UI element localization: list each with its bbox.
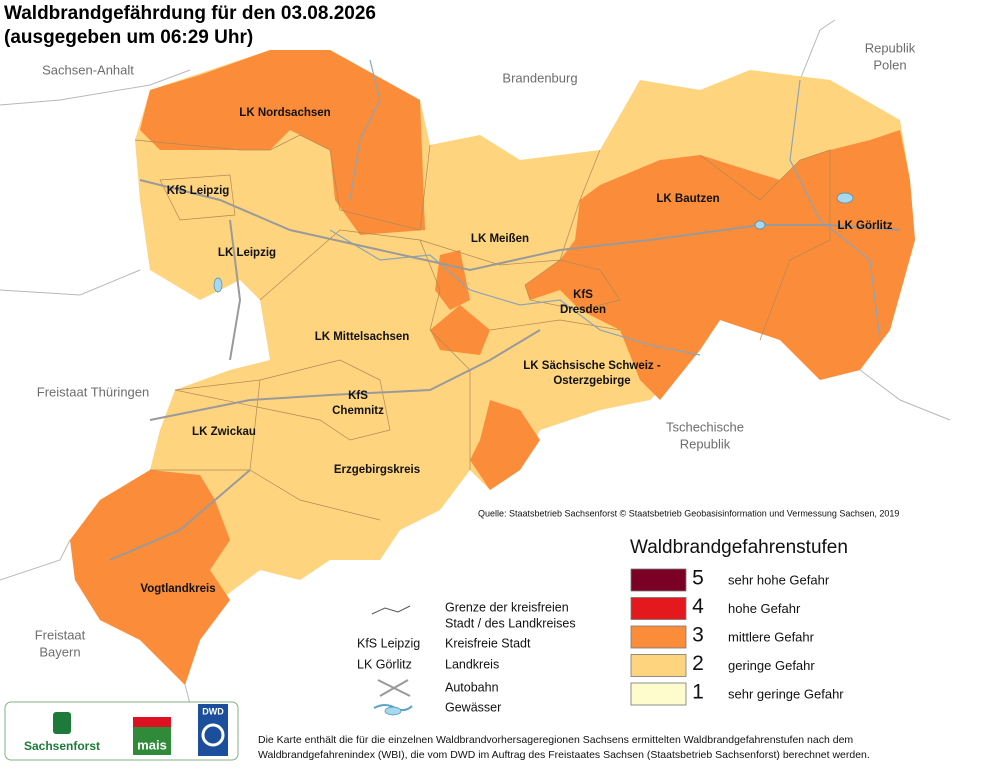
key-city: Kreisfreie Stadt bbox=[445, 636, 531, 650]
dwd-icon bbox=[201, 723, 225, 747]
district-label: Dresden bbox=[560, 304, 606, 316]
logos: Sachsenforst mais DWD bbox=[4, 701, 239, 761]
district-label: Chemnitz bbox=[332, 405, 384, 417]
legend-label: hohe Gefahr bbox=[728, 601, 801, 616]
legend-swatch bbox=[630, 597, 687, 620]
district-labels: LK Nordsachsen KfS Leipzig LK Leipzig LK Me… bbox=[140, 107, 892, 595]
neighbor-label: Bayern bbox=[39, 644, 80, 659]
subtitle: (ausgegeben um 06:29 Uhr) bbox=[4, 27, 253, 48]
rivers bbox=[329, 59, 881, 356]
mais-icon bbox=[133, 717, 171, 727]
motorways bbox=[109, 179, 901, 561]
neighbor-label: Tschechische bbox=[666, 419, 744, 434]
legend-label: mittlere Gefahr bbox=[728, 629, 815, 644]
legend-level: 3 bbox=[692, 624, 704, 647]
footnote: Die Karte enthält die für die einzelnen … bbox=[258, 734, 853, 746]
legend: 5 sehr hohe Gefahr 4 hohe Gefahr 3 mittlere G… bbox=[630, 567, 844, 706]
district-label: Osterzgebirge bbox=[553, 375, 630, 387]
legend-swatch bbox=[630, 682, 687, 706]
key-motorway: Autobahn bbox=[445, 680, 499, 694]
lakes bbox=[213, 192, 854, 293]
district-label: LK Görlitz bbox=[838, 220, 893, 232]
neighbor-label: Brandenburg bbox=[502, 70, 577, 85]
neighbor-label: Republik bbox=[865, 40, 916, 55]
neighbor-label: Freistaat bbox=[35, 627, 86, 642]
region-level3 bbox=[430, 305, 490, 355]
neighbor-label: Freistaat Thüringen bbox=[37, 384, 150, 399]
neighbor-label: Polen bbox=[873, 57, 906, 72]
district-borders bbox=[134, 134, 831, 521]
logo-dwd: DWD bbox=[202, 706, 224, 716]
district-label: KfS Leipzig bbox=[167, 185, 230, 197]
district-label: Vogtlandkreis bbox=[140, 583, 215, 595]
neighbor-label: Republik bbox=[680, 436, 731, 451]
legend-swatch bbox=[630, 568, 687, 592]
legend-label: sehr hohe Gefahr bbox=[728, 572, 830, 587]
district-label: LK Leipzig bbox=[218, 247, 276, 259]
legend-swatch bbox=[630, 625, 687, 649]
legend-level: 5 bbox=[692, 567, 704, 590]
key-district: Landkreis bbox=[445, 657, 499, 671]
legend-level: 1 bbox=[692, 681, 704, 704]
neighbor-labels: Sachsen-Anhalt Brandenburg Republik Polen Fr… bbox=[35, 40, 916, 659]
district-label: Erzgebirgskreis bbox=[334, 464, 420, 476]
map bbox=[70, 50, 915, 685]
water-icon bbox=[384, 706, 402, 716]
key-border: Grenze der kreisfreien bbox=[445, 600, 569, 614]
motorway-icon bbox=[377, 679, 411, 697]
region-level3 bbox=[525, 130, 915, 400]
legend-title: Waldbrandgefahrenstufen bbox=[630, 537, 848, 558]
key-water: Gewässer bbox=[445, 700, 501, 714]
map-key: Grenze der kreisfreien Stadt / des Landk… bbox=[357, 600, 576, 716]
region-level3 bbox=[70, 470, 230, 685]
legend-swatch bbox=[630, 654, 687, 677]
border-icon bbox=[371, 605, 411, 615]
footnote: Waldbrandgefahrenindex (WBI), die vom DW… bbox=[258, 749, 870, 761]
key-city-example: KfS Leipzig bbox=[357, 636, 420, 650]
district-label: LK Sächsische Schweiz - bbox=[523, 360, 661, 372]
source: Quelle: Staatsbetrieb Sachsenforst © Sta… bbox=[478, 508, 899, 518]
key-district-example: LK Görlitz bbox=[357, 657, 412, 671]
legend-label: sehr geringe Gefahr bbox=[728, 686, 844, 701]
neighbor-label: Sachsen-Anhalt bbox=[42, 62, 134, 77]
logo-mais: mais bbox=[137, 737, 167, 752]
legend-label: geringe Gefahr bbox=[728, 658, 815, 673]
district-label: KfS bbox=[348, 390, 368, 402]
region-level3 bbox=[470, 400, 540, 490]
region-level3 bbox=[140, 50, 425, 235]
sachsenforst-icon bbox=[53, 712, 71, 734]
logo-sachsenforst: Sachsenforst bbox=[24, 739, 100, 753]
key-border: Stadt / des Landkreises bbox=[445, 616, 576, 630]
district-label: KfS bbox=[573, 289, 593, 301]
legend-level: 4 bbox=[692, 595, 704, 618]
title: Waldbrandgefährdung für den 03.08.2026 bbox=[4, 3, 376, 24]
district-label: LK Bautzen bbox=[656, 193, 719, 205]
district-label: LK Nordsachsen bbox=[239, 107, 330, 119]
legend-level: 2 bbox=[692, 652, 704, 675]
district-label: LK Mittelsachsen bbox=[315, 331, 410, 343]
district-label: LK Meißen bbox=[471, 233, 529, 245]
district-label: LK Zwickau bbox=[192, 426, 256, 438]
